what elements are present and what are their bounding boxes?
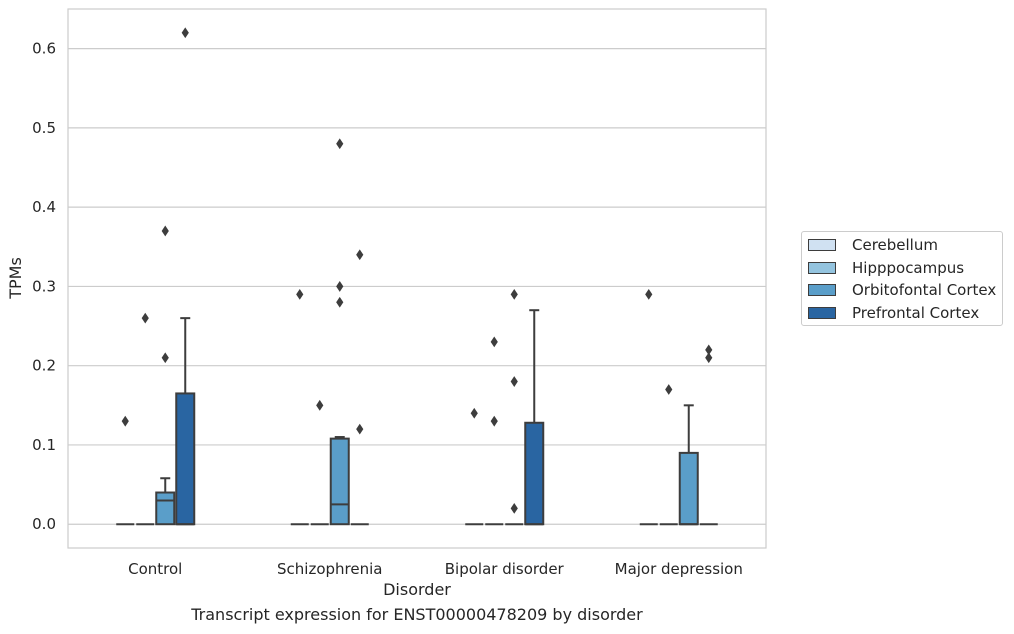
x-tick-label: Bipolar disorder <box>445 560 565 578</box>
x-tick-label: Schizophrenia <box>277 560 382 578</box>
outlier-point <box>356 423 364 435</box>
outlier-point <box>356 249 364 261</box>
box-3-2 <box>524 309 545 526</box>
outlier-point <box>705 352 713 364</box>
outlier-point <box>510 288 518 300</box>
boxes <box>116 309 718 526</box>
x-tick-label: Major depression <box>615 560 743 578</box>
legend-swatch-cerebellum <box>808 239 836 251</box>
legend-swatch-hippocampus <box>808 262 836 274</box>
outlier-point <box>296 288 304 300</box>
outlier-point <box>470 407 478 419</box>
x-axis-label: Disorder <box>383 580 451 599</box>
y-tick-labels: 0.0 0.1 0.2 0.3 0.4 0.5 0.6 <box>32 40 56 534</box>
y-tick-label: 0.6 <box>32 40 56 58</box>
box-rect <box>155 491 176 526</box>
y-tick-label: 0.2 <box>32 357 56 375</box>
outlier-point <box>161 225 169 237</box>
outlier-point <box>490 336 498 348</box>
outlier-point <box>336 281 344 292</box>
outlier-point <box>181 27 189 39</box>
outlier-point <box>161 352 169 364</box>
box-rect <box>175 392 196 526</box>
box-rect <box>329 437 350 526</box>
legend-item-hippocampus: Hipppocampus <box>808 258 964 278</box>
x-tick-labels: Control Schizophrenia Bipolar disorder Majo… <box>128 560 743 578</box>
legend: Cerebellum Hipppocampus Orbitofontal Cor… <box>801 231 1003 326</box>
outlier-point <box>510 502 518 514</box>
outlier-point <box>490 415 498 427</box>
outlier-point <box>510 376 518 387</box>
figure-caption: Transcript expression for ENST0000047820… <box>191 605 643 624</box>
outlier-point <box>121 415 129 427</box>
legend-label-cerebellum: Cerebellum <box>852 236 938 254</box>
box-2-3 <box>678 404 699 526</box>
legend-swatch-prefrontal <box>808 307 836 319</box>
legend-item-prefrontal: Prefrontal Cortex <box>808 303 979 323</box>
box-rect <box>678 451 699 526</box>
y-axis-label: TPMs <box>6 257 25 300</box>
outlier-point <box>336 296 344 308</box>
y-tick-label: 0.1 <box>32 436 56 454</box>
outlier-point <box>141 312 149 324</box>
plot-frame <box>67 8 767 549</box>
box-3-0 <box>175 317 196 526</box>
legend-swatch-orbitofrontal <box>808 284 836 296</box>
box-rect <box>524 421 545 526</box>
outlier-point <box>316 399 324 411</box>
outliers <box>121 27 713 514</box>
legend-label-prefrontal: Prefrontal Cortex <box>852 304 980 322</box>
y-tick-label: 0.5 <box>32 119 56 137</box>
legend-item-cerebellum: Cerebellum <box>808 235 938 255</box>
box-2-0 <box>155 477 176 526</box>
outlier-point <box>705 344 713 356</box>
x-tick-label: Control <box>128 560 182 578</box>
y-gridlines <box>68 48 766 525</box>
outlier-point <box>645 288 653 300</box>
legend-item-orbitofrontal: Orbitofontal Cortex <box>808 280 996 300</box>
box-2-1 <box>329 436 350 526</box>
legend-label-hippocampus: Hipppocampus <box>852 259 965 277</box>
y-tick-label: 0.4 <box>32 198 56 216</box>
legend-label-orbitofrontal: Orbitofontal Cortex <box>852 281 997 299</box>
y-tick-label: 0.3 <box>32 277 56 295</box>
y-tick-label: 0.0 <box>32 515 56 533</box>
outlier-point <box>665 384 673 395</box>
outlier-point <box>336 138 344 150</box>
